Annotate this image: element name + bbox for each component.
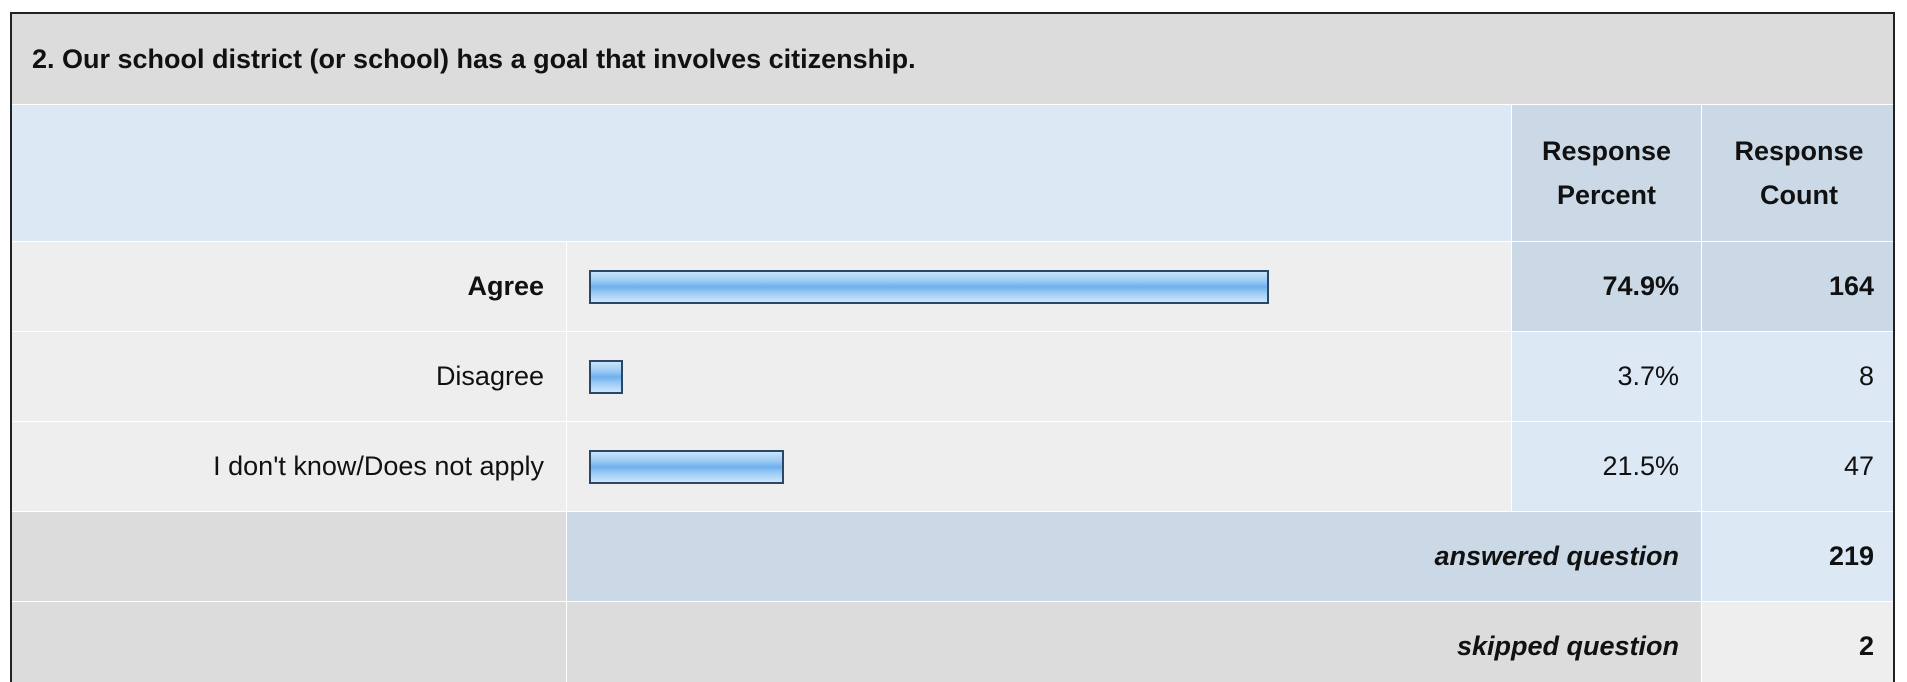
response-percent: 74.9% bbox=[1512, 242, 1702, 332]
skipped-count: 2 bbox=[1702, 602, 1893, 682]
response-count: 47 bbox=[1702, 422, 1893, 512]
summary-blank bbox=[12, 602, 567, 682]
skipped-label: skipped question bbox=[567, 602, 1702, 682]
response-bar bbox=[589, 360, 623, 394]
response-bar bbox=[589, 270, 1270, 304]
answered-count: 219 bbox=[1702, 512, 1893, 602]
question-title: 2. Our school district (or school) has a… bbox=[12, 14, 1893, 105]
response-count: 8 bbox=[1702, 332, 1893, 422]
answered-label: answered question bbox=[567, 512, 1702, 602]
response-count: 164 bbox=[1702, 242, 1893, 332]
response-percent: 3.7% bbox=[1512, 332, 1702, 422]
summary-blank bbox=[12, 512, 567, 602]
bar-cell bbox=[567, 332, 1512, 422]
header-blank bbox=[12, 105, 1512, 242]
response-percent: 21.5% bbox=[1512, 422, 1702, 512]
answer-label: I don't know/Does not apply bbox=[12, 422, 567, 512]
column-header: Response Count bbox=[1702, 105, 1893, 242]
answer-label: Agree bbox=[12, 242, 567, 332]
results-table: 2. Our school district (or school) has a… bbox=[10, 12, 1895, 682]
column-header: Response Percent bbox=[1512, 105, 1702, 242]
answer-label: Disagree bbox=[12, 332, 567, 422]
response-bar bbox=[589, 450, 785, 484]
